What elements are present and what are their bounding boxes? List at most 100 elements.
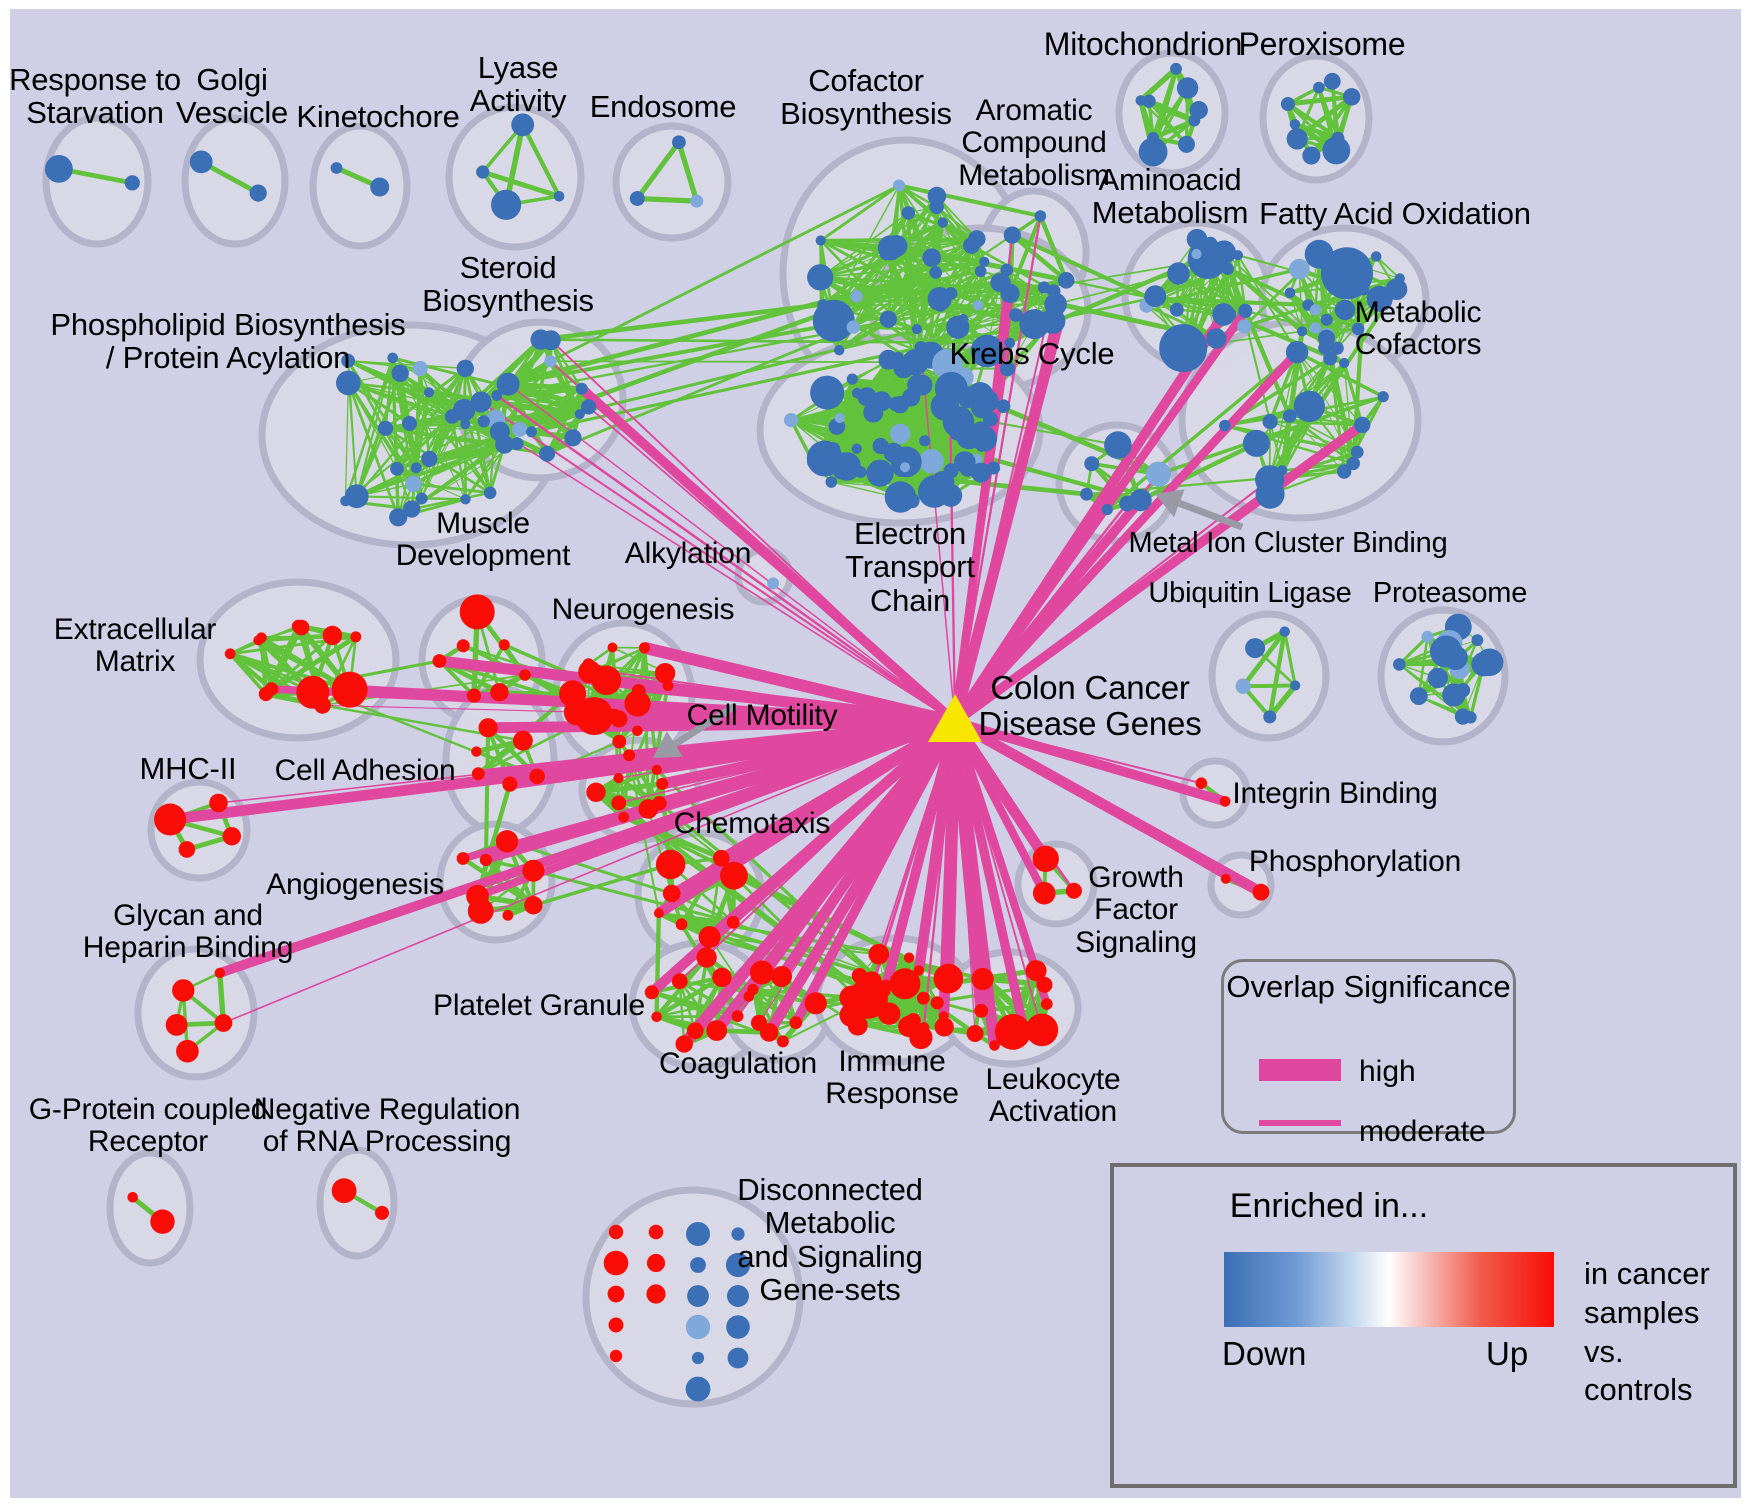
- gene-set-node: [563, 699, 591, 726]
- green-edge: [634, 139, 682, 202]
- hub-pink-edge: [918, 721, 956, 971]
- hub-pink-edge: [795, 721, 956, 1023]
- hub-pink-edge: [644, 647, 956, 723]
- gene-set-node: [249, 184, 267, 202]
- gene-set-node: [524, 896, 543, 915]
- gene-set-node: [512, 421, 528, 437]
- hub-pink-edge: [218, 717, 957, 978]
- cluster-label-fatty-acid-oxidation: Fatty Acid Oxidation: [1259, 196, 1531, 231]
- gene-set-node: [209, 793, 228, 813]
- gene-set-node: [1330, 341, 1344, 355]
- green-edge: [936, 195, 978, 240]
- gene-set-node: [655, 849, 686, 880]
- green-edge: [1342, 361, 1364, 427]
- hub-pink-edge: [648, 718, 959, 997]
- gene-set-node: [919, 435, 931, 447]
- gene-set-node: [539, 445, 556, 462]
- gene-set-node: [1304, 239, 1334, 269]
- gene-set-node: [1138, 137, 1168, 167]
- green-edge: [649, 990, 740, 1019]
- green-edge: [1268, 350, 1299, 424]
- gene-set-node: [165, 1014, 188, 1036]
- green-edge: [384, 423, 466, 429]
- hub-pink-edge: [954, 318, 1061, 723]
- green-edge: [677, 140, 698, 203]
- gene-set-node: [690, 1257, 706, 1273]
- gene-set-node: [654, 663, 676, 684]
- cluster-bubble: [106, 1149, 194, 1267]
- gene-set-node: [370, 177, 390, 197]
- gene-set-node: [578, 660, 602, 684]
- gene-set-node: [927, 287, 952, 311]
- gene-set-node: [1339, 357, 1350, 369]
- gene-set-node: [731, 1227, 745, 1241]
- gene-set-node: [459, 594, 495, 630]
- gene-set-node: [1119, 495, 1135, 512]
- green-edge: [1292, 121, 1341, 141]
- gene-set-node: [154, 803, 187, 836]
- green-edge: [1309, 94, 1354, 158]
- inter-cluster-green-edge: [1236, 254, 1299, 354]
- cluster-label-aminoacid-metabolism: Aminoacid Metabolism: [1091, 162, 1249, 231]
- gene-set-node: [541, 330, 561, 351]
- gene-set-node: [646, 1284, 666, 1304]
- gene-set-node: [607, 642, 618, 653]
- cluster-label-alkylation: Alkylation: [624, 537, 752, 570]
- gene-set-node: [1471, 634, 1484, 647]
- green-edge: [227, 651, 274, 692]
- green-edge: [1295, 350, 1385, 399]
- cluster-label-disconnected-metabolic-and-signaling-gene-sets: Disconnected Metabolic and Signaling Gen…: [737, 1172, 923, 1308]
- gene-set-node: [1237, 319, 1252, 334]
- gene-set-node: [1232, 250, 1243, 261]
- green-edge: [654, 975, 725, 1020]
- green-edge: [395, 366, 467, 471]
- gene-set-node: [959, 461, 976, 477]
- gene-set-node: [629, 191, 645, 206]
- gene-set-node: [390, 462, 404, 476]
- green-edge: [228, 651, 352, 692]
- gene-set-node: [776, 1035, 789, 1048]
- gene-set-node: [466, 884, 489, 908]
- cluster-label-metabolic-cofactors: Metabolic Cofactors: [1354, 296, 1482, 362]
- green-edge: [616, 776, 662, 805]
- green-edge: [1397, 635, 1430, 667]
- gene-set-node: [698, 926, 721, 949]
- gene-set-node: [1147, 132, 1159, 144]
- arrow-metal-ion-cluster-binding-head: [1155, 489, 1185, 518]
- green-edge: [1240, 629, 1288, 689]
- gene-set-node: [750, 1014, 768, 1031]
- gene-set-node: [1358, 284, 1370, 296]
- gene-set-node: [581, 399, 597, 415]
- gene-set-node: [690, 194, 704, 208]
- gene-set-node: [415, 492, 428, 505]
- hub-pink-edge: [169, 716, 956, 825]
- gene-set-node: [331, 671, 368, 708]
- green-edge: [385, 427, 414, 485]
- gene-set-node: [350, 631, 362, 643]
- cluster-label-mhc-ii: MHC-II: [139, 751, 237, 786]
- gene-set-node: [996, 399, 1011, 414]
- gene-set-node: [911, 324, 923, 335]
- green-edge: [634, 196, 700, 204]
- cluster-bubble: [1208, 610, 1330, 742]
- gene-set-node: [1323, 72, 1341, 90]
- green-edge: [819, 239, 943, 308]
- cluster-bubble: [316, 1146, 398, 1260]
- gene-set-node: [377, 420, 394, 436]
- gene-set-node: [1285, 341, 1309, 364]
- green-edge: [478, 399, 583, 417]
- gene-set-node: [870, 1005, 882, 1017]
- gene-set-node: [256, 632, 267, 644]
- gene-set-node: [172, 979, 195, 1002]
- gene-set-node: [644, 985, 659, 1000]
- hub-pink-edge: [758, 721, 956, 1024]
- gene-set-node: [747, 983, 759, 996]
- gene-set-node: [876, 470, 887, 482]
- gene-set-node: [1242, 429, 1270, 457]
- gene-set-node: [901, 206, 916, 220]
- green-edge: [1330, 79, 1340, 140]
- gene-set-node: [389, 508, 408, 527]
- green-edge: [346, 359, 519, 446]
- green-edge: [1417, 635, 1429, 698]
